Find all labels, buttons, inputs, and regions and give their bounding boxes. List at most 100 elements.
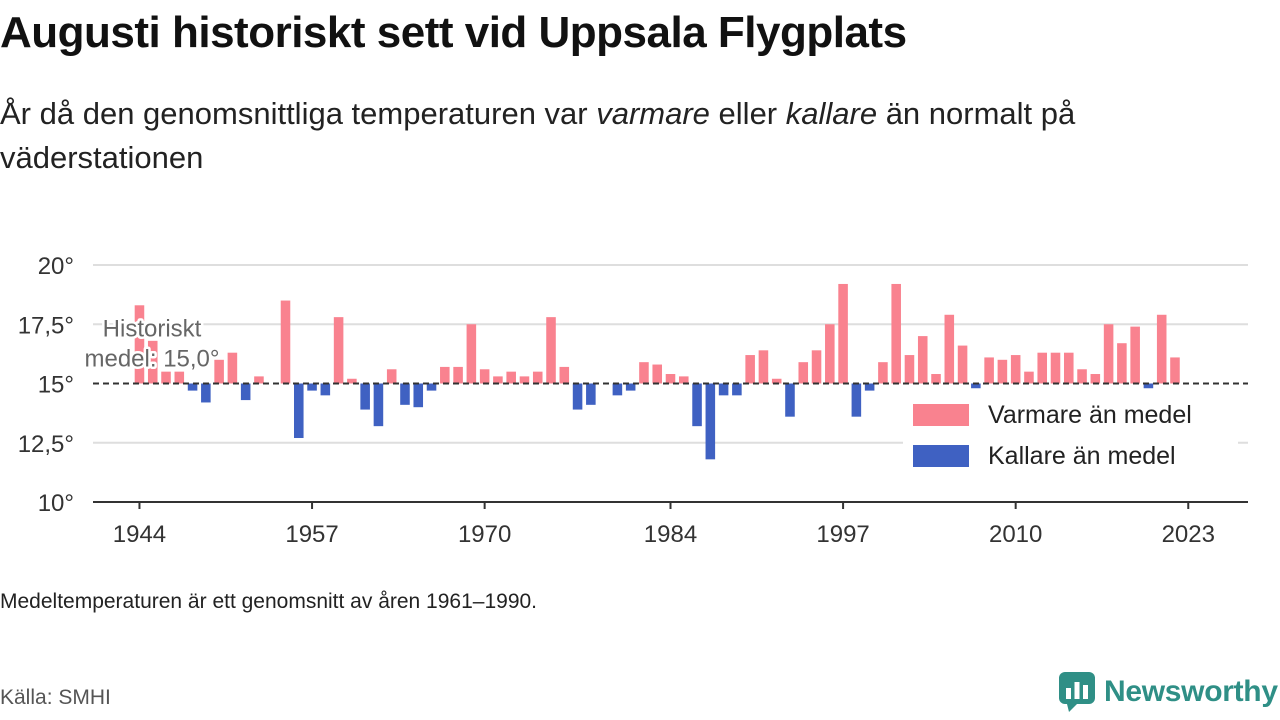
legend-label: Varmare än medel <box>988 401 1192 429</box>
bar-warm <box>904 355 915 384</box>
bar-warm <box>1117 343 1127 384</box>
bar-cold <box>240 383 251 401</box>
x-tick-label: 1944 <box>113 521 166 548</box>
bar-warm <box>532 371 543 384</box>
bar-warm <box>1063 352 1074 384</box>
bar-cold <box>718 383 729 396</box>
bar-cold <box>572 383 583 410</box>
bar-cold <box>705 383 716 460</box>
bar-warm <box>519 376 530 384</box>
subtitle-colder: kallare <box>785 96 878 131</box>
bar-warm <box>917 336 928 384</box>
chart-title: Augusti historiskt sett vid Uppsala Flyg… <box>0 8 907 57</box>
subtitle-part-1: År då den genomsnittliga temperaturen va… <box>0 96 597 131</box>
bar-cold <box>625 383 636 391</box>
bar-warm <box>161 371 171 384</box>
bar-warm <box>665 374 676 384</box>
bar-warm <box>227 352 238 384</box>
subtitle-part-2: eller <box>709 96 786 131</box>
bar-cold <box>201 383 211 403</box>
bar-cold <box>400 383 410 405</box>
bar-warm <box>1024 371 1034 384</box>
source-label: Källa: SMHI <box>0 686 111 709</box>
bar-warm <box>944 314 955 384</box>
bar-warm <box>1156 314 1167 384</box>
bar-warm <box>254 376 264 384</box>
temperature-bar-chart: 10° 12,5° 15° 17,5° 20° Historiskt medel: 15,0… <box>18 253 1248 548</box>
legend-swatch <box>913 445 969 467</box>
y-tick-label: 12,5° <box>18 431 74 458</box>
bar-warm <box>957 345 968 384</box>
baseline-label: Historiskt <box>103 316 202 343</box>
bar-warm <box>771 378 782 384</box>
bar-warm <box>811 350 822 384</box>
bar-warm <box>758 350 769 384</box>
bar-warm <box>440 366 450 384</box>
bar-cold <box>426 383 437 391</box>
bar-warm <box>1050 352 1061 384</box>
bar-cold <box>187 383 198 391</box>
brand-logo: Newsworthy <box>1058 670 1278 714</box>
y-tick-label: 15° <box>38 372 74 399</box>
bar-cold <box>413 383 424 408</box>
bar-warm <box>479 369 490 384</box>
bar-warm <box>466 324 477 384</box>
bar-warm <box>878 362 888 384</box>
legend-swatch <box>913 404 969 426</box>
bar-warm <box>1037 352 1048 384</box>
bar-cold <box>864 383 875 391</box>
x-tick-label: 1957 <box>285 521 338 548</box>
y-tick-label: 20° <box>38 253 74 280</box>
bar-warm <box>134 305 145 384</box>
bar-cold <box>971 383 981 389</box>
bar-warm <box>1103 324 1114 384</box>
bar-cold <box>692 383 702 427</box>
bar-warm <box>174 371 185 384</box>
bar-cold <box>307 383 317 391</box>
bar-warm <box>745 355 755 384</box>
x-tick-label: 1970 <box>458 521 511 548</box>
bar-warm <box>1077 369 1087 384</box>
bar-cold <box>360 383 370 410</box>
labels: 10° 12,5° 15° 17,5° 20° Historiskt medel: 15,0… <box>18 253 1215 548</box>
bar-warm <box>333 317 344 384</box>
bar-warm <box>506 371 516 384</box>
bar-warm <box>1090 374 1101 384</box>
y-tick-label: 17,5° <box>18 312 74 339</box>
chart-subtitle: År då den genomsnittliga temperaturen va… <box>0 92 1240 180</box>
bar-warm <box>997 359 1008 384</box>
bar-warm <box>453 366 463 384</box>
newsworthy-logo-icon <box>1059 672 1095 712</box>
legend-label: Kallare än medel <box>988 442 1176 470</box>
bar-warm <box>891 283 901 384</box>
bar-cold <box>1143 383 1154 389</box>
x-tick-label: 1984 <box>644 521 697 548</box>
subtitle-part-3: än normalt på väderstationen <box>0 96 1076 175</box>
bar-warm <box>639 362 649 384</box>
bar-warm <box>214 359 224 384</box>
bars <box>134 283 1180 460</box>
bar-warm <box>1010 355 1021 384</box>
y-tick-label: 10° <box>38 490 74 517</box>
brand-name: Newsworthy <box>1104 675 1278 708</box>
bar-warm <box>931 374 941 384</box>
bar-warm <box>147 340 158 384</box>
bar-warm <box>652 364 663 384</box>
x-tick-label: 1997 <box>816 521 869 548</box>
x-tick-label: 2010 <box>989 521 1042 548</box>
bar-warm <box>825 324 835 384</box>
bar-cold <box>732 383 742 396</box>
bar-warm <box>559 366 570 384</box>
bar-cold <box>612 383 623 396</box>
bar-warm <box>1130 326 1140 384</box>
bar-cold <box>586 383 596 405</box>
axes <box>93 382 1248 509</box>
bar-warm <box>280 300 291 384</box>
subtitle-warmer: varmare <box>596 96 710 131</box>
bar-cold <box>320 383 331 396</box>
bar-warm <box>347 378 357 384</box>
bar-warm <box>386 369 397 384</box>
bar-warm <box>1170 357 1180 384</box>
bar-cold <box>785 383 795 417</box>
legend: Varmare än medel Kallare än medel <box>903 398 1238 484</box>
